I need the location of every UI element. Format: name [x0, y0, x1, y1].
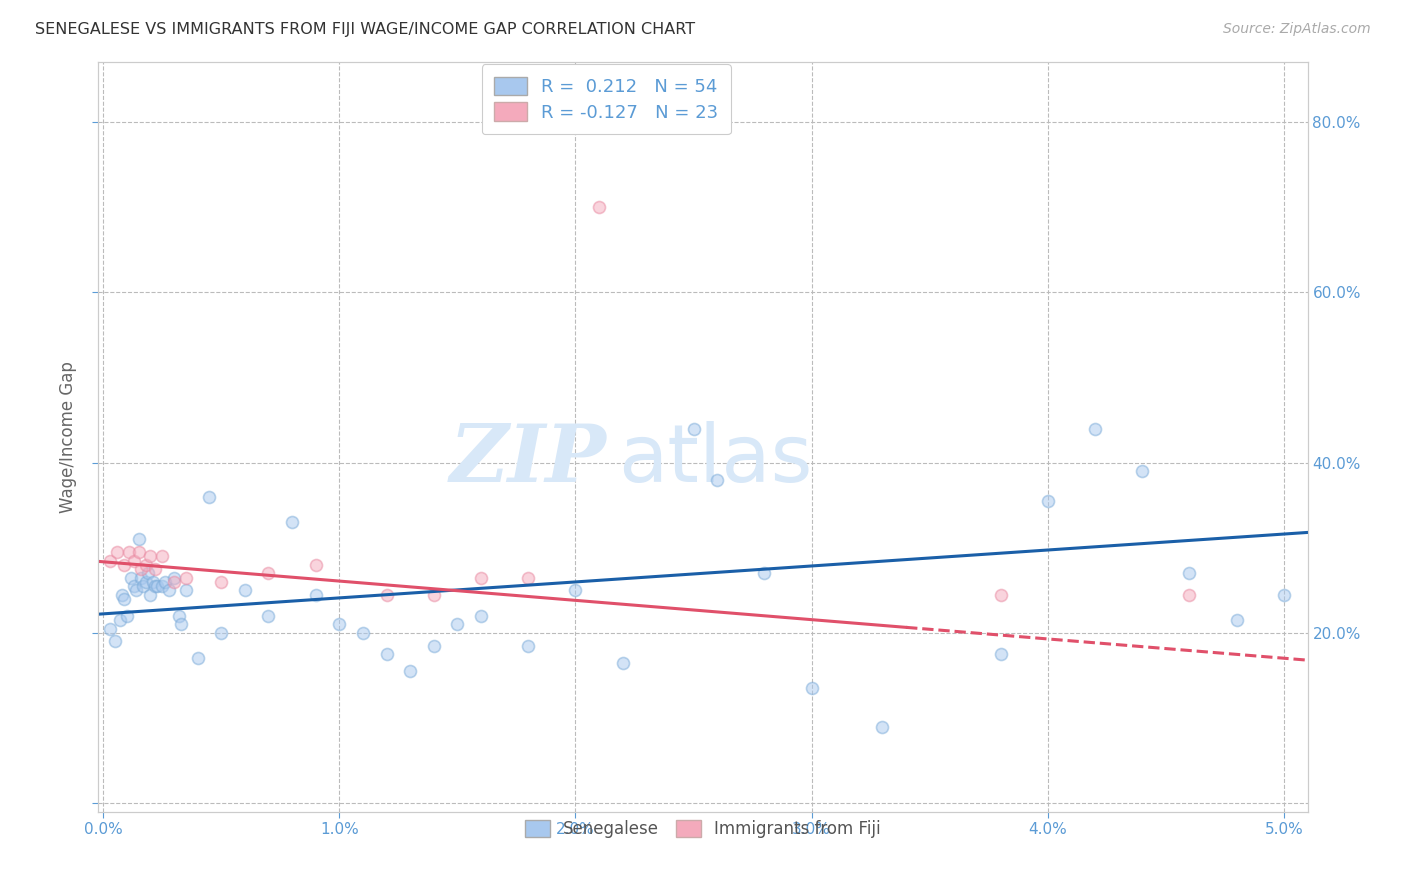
Point — [163, 571, 186, 585]
Point — [423, 588, 446, 602]
Point — [129, 571, 152, 585]
Point — [257, 566, 280, 581]
Point — [257, 608, 280, 623]
Point — [105, 545, 128, 559]
Point — [564, 583, 586, 598]
Point — [209, 626, 232, 640]
Point — [612, 656, 634, 670]
Point — [167, 608, 190, 623]
Point — [104, 634, 127, 648]
Point — [1272, 588, 1295, 602]
Point — [328, 617, 350, 632]
Point — [118, 545, 141, 559]
Point — [754, 566, 776, 581]
Point — [209, 574, 232, 589]
Point — [129, 562, 152, 576]
Point — [121, 571, 143, 585]
Point — [135, 558, 157, 572]
Point — [142, 574, 165, 589]
Point — [682, 421, 704, 435]
Point — [1130, 464, 1153, 478]
Point — [352, 626, 374, 640]
Point — [112, 591, 135, 606]
Point — [139, 588, 162, 602]
Point — [233, 583, 256, 598]
Point — [1178, 588, 1201, 602]
Point — [1084, 421, 1107, 435]
Point — [470, 571, 492, 585]
Point — [128, 545, 150, 559]
Point — [1036, 494, 1059, 508]
Point — [122, 579, 145, 593]
Point — [146, 579, 169, 593]
Point — [187, 651, 209, 665]
Point — [706, 473, 728, 487]
Text: atlas: atlas — [619, 420, 813, 499]
Point — [111, 588, 134, 602]
Point — [157, 583, 180, 598]
Point — [446, 617, 468, 632]
Point — [198, 490, 221, 504]
Point — [136, 566, 159, 581]
Text: SENEGALESE VS IMMIGRANTS FROM FIJI WAGE/INCOME GAP CORRELATION CHART: SENEGALESE VS IMMIGRANTS FROM FIJI WAGE/… — [35, 22, 696, 37]
Point — [163, 574, 186, 589]
Point — [132, 579, 155, 593]
Point — [305, 558, 328, 572]
Point — [139, 549, 162, 564]
Point — [143, 579, 166, 593]
Point — [423, 639, 446, 653]
Point — [990, 647, 1012, 661]
Point — [305, 588, 328, 602]
Point — [150, 579, 173, 593]
Point — [281, 515, 304, 529]
Point — [174, 571, 197, 585]
Point — [115, 608, 138, 623]
Text: ZIP: ZIP — [450, 421, 606, 499]
Point — [150, 549, 173, 564]
Point — [108, 613, 131, 627]
Point — [98, 622, 121, 636]
Point — [1226, 613, 1249, 627]
Point — [112, 558, 135, 572]
Point — [375, 647, 398, 661]
Y-axis label: Wage/Income Gap: Wage/Income Gap — [59, 361, 77, 513]
Point — [98, 553, 121, 567]
Point — [122, 553, 145, 567]
Point — [399, 664, 422, 679]
Point — [135, 574, 157, 589]
Point — [174, 583, 197, 598]
Point — [128, 533, 150, 547]
Point — [153, 574, 176, 589]
Point — [143, 562, 166, 576]
Legend: Senegalese, Immigrants from Fiji: Senegalese, Immigrants from Fiji — [515, 810, 891, 848]
Point — [470, 608, 492, 623]
Text: Source: ZipAtlas.com: Source: ZipAtlas.com — [1223, 22, 1371, 37]
Point — [990, 588, 1012, 602]
Point — [1178, 566, 1201, 581]
Point — [517, 571, 540, 585]
Point — [375, 588, 398, 602]
Point — [800, 681, 823, 696]
Point — [125, 583, 148, 598]
Point — [872, 720, 894, 734]
Point — [170, 617, 193, 632]
Point — [588, 200, 610, 214]
Point — [517, 639, 540, 653]
